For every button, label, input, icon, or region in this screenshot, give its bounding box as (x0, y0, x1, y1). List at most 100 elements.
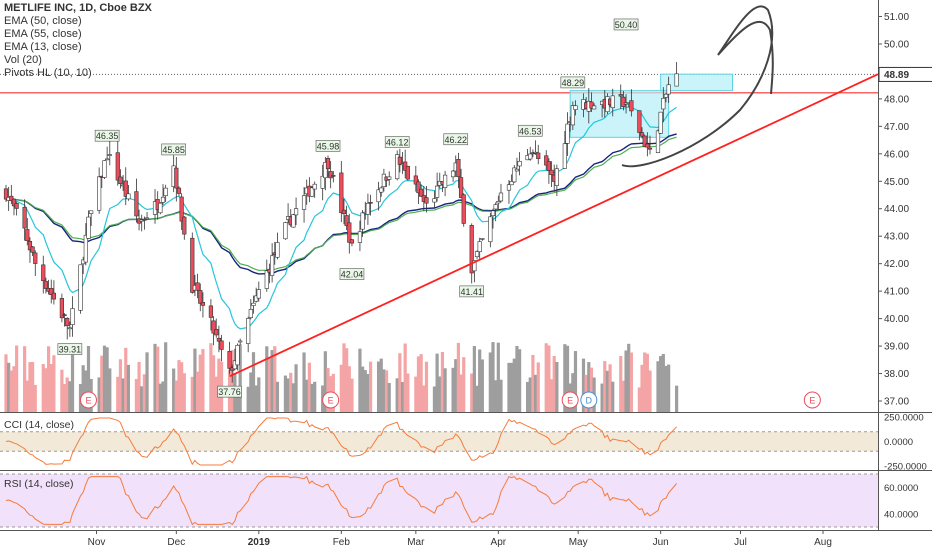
volume-bar (174, 380, 178, 412)
candle (118, 176, 123, 185)
candle (413, 175, 418, 185)
pivot-label: 48.29 (562, 78, 585, 88)
pivot-label-box (339, 268, 365, 280)
indicator-ema50[interactable]: EMA (50, close) (4, 15, 82, 27)
volume-bar (294, 364, 298, 412)
volume-bar (368, 361, 373, 412)
volume-bar (60, 369, 64, 412)
candle (320, 175, 325, 189)
cci-tick-label: -250.0000 (884, 462, 927, 473)
candle (14, 203, 19, 209)
price-tick-label: 50.00 (884, 39, 909, 50)
candle (637, 110, 642, 133)
candle (176, 187, 182, 194)
candle (27, 241, 33, 251)
candle (115, 152, 120, 181)
volume-bar (488, 352, 492, 412)
volume-bar (347, 366, 351, 412)
volume-bar (121, 378, 125, 412)
indicator-ema55[interactable]: EMA (55, close) (4, 28, 82, 40)
chart-legend: METLIFE INC, 1D, Cboe BZX EMA (50, close… (4, 2, 152, 80)
volume-bar (414, 376, 418, 412)
pivot-label: 41.41 (460, 287, 483, 297)
hand-drawn-arrow (621, 5, 774, 168)
volume-bar (246, 386, 250, 412)
candle (195, 282, 200, 291)
candle (549, 169, 554, 175)
volume-bar (302, 352, 306, 412)
volume-bar (507, 362, 511, 412)
volume-bar (637, 387, 641, 412)
volume-bar (627, 343, 631, 412)
candle (379, 187, 384, 193)
volume-bar (182, 373, 186, 412)
volume-bar (475, 385, 479, 412)
cci-legend[interactable]: CCI (14, close) (4, 419, 75, 431)
indicator-ema13[interactable]: EMA (13, close) (4, 41, 82, 53)
volume-bar (275, 381, 280, 412)
volume-bar (211, 355, 216, 412)
volume-bar (440, 351, 445, 412)
candle (645, 143, 650, 148)
volume-bar (552, 356, 556, 412)
volume-bar (102, 345, 107, 412)
volume-bar (172, 368, 176, 412)
candle (3, 188, 9, 200)
volume-bar (305, 379, 309, 412)
candle (610, 95, 615, 108)
volume-bar (153, 343, 157, 412)
volume-bar (156, 346, 160, 412)
volume-bar (339, 364, 343, 412)
candle (270, 255, 275, 276)
indicator-pivots[interactable]: Pivots HL (10, 10) (4, 67, 92, 79)
volume-bar (358, 348, 362, 412)
pivot-label: 46.12 (386, 138, 409, 148)
volume-bar (289, 372, 293, 412)
volume-bar (664, 365, 668, 412)
volume-bar (435, 353, 439, 412)
candle (365, 202, 371, 215)
candle (618, 94, 623, 97)
x-axis-label: Aug (814, 537, 832, 548)
volume-bar (422, 385, 426, 412)
volume-bar (201, 349, 205, 412)
pivot-label-box (443, 133, 469, 146)
candle (190, 237, 195, 293)
earnings-marker-label: E (328, 396, 334, 406)
volume-bar (406, 373, 410, 412)
candle (461, 194, 466, 224)
candle (347, 222, 352, 243)
volume-bar (621, 380, 625, 412)
volume-bar (283, 375, 288, 412)
volume-bar (65, 377, 69, 412)
candle (9, 195, 14, 202)
indicator-vol[interactable]: Vol (20) (4, 54, 42, 66)
candle (360, 212, 365, 230)
volume-bar (52, 355, 56, 412)
candle (469, 225, 474, 274)
volume-bar (254, 385, 258, 412)
x-axis-label: Jul (734, 537, 747, 548)
candle (248, 309, 253, 318)
candle (658, 111, 663, 134)
volume-bar (536, 362, 540, 412)
volume-bar (97, 377, 101, 412)
candle (509, 181, 514, 186)
candle (480, 238, 485, 240)
candle (97, 176, 102, 211)
candle (216, 337, 221, 342)
volume-bar (86, 345, 91, 412)
volume-bar (23, 346, 27, 412)
volume-bar (12, 366, 16, 412)
cci-band (0, 431, 878, 452)
candle (86, 216, 91, 239)
volume-bar (44, 368, 48, 412)
volume-bar (459, 374, 463, 412)
volume-bar (443, 368, 447, 412)
candle (655, 130, 661, 153)
volume-bar (360, 366, 365, 412)
pivot-label-box (560, 76, 586, 89)
candle (442, 174, 448, 188)
rsi-legend[interactable]: RSI (14, close) (4, 478, 74, 490)
